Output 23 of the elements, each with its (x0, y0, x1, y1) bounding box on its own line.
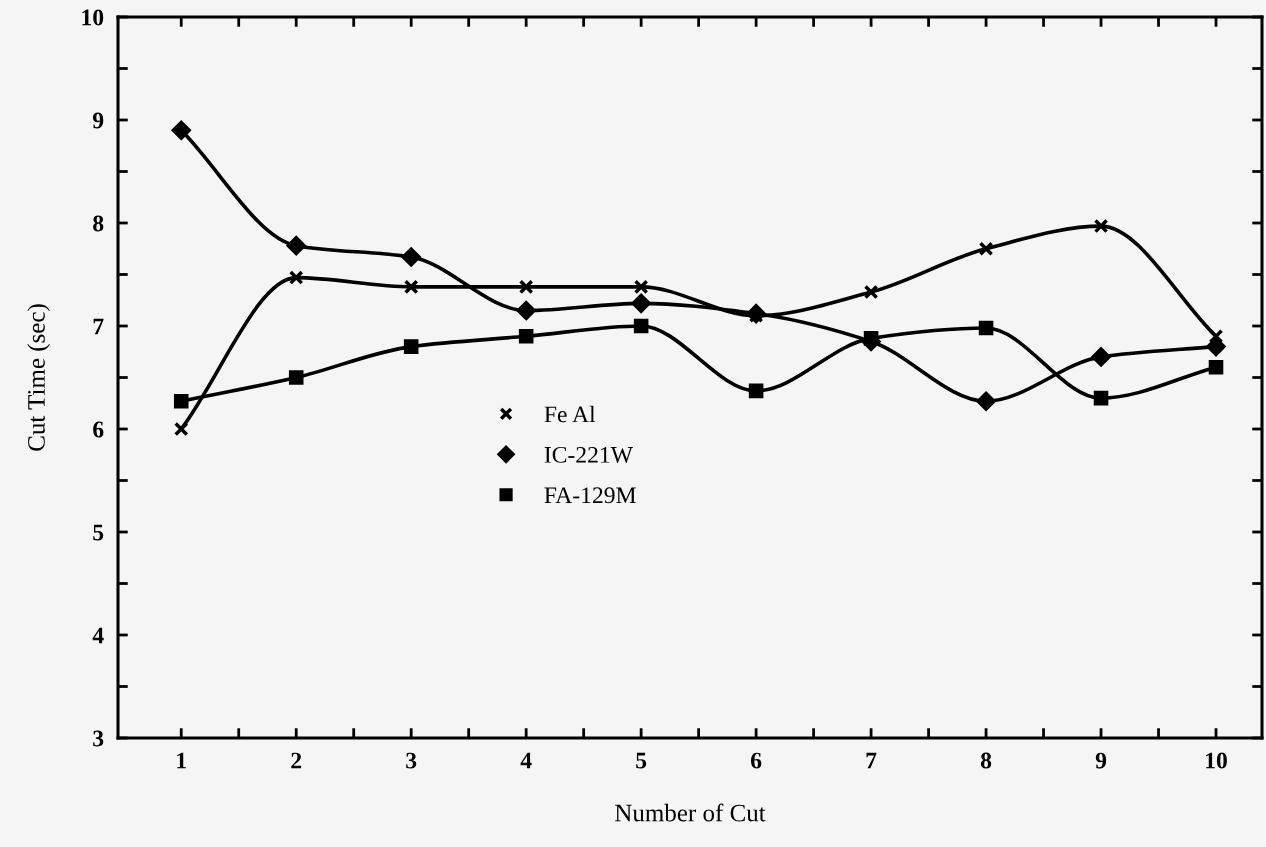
x-tick-label: 7 (866, 752, 877, 769)
y-tick-label: 3 (93, 730, 104, 747)
y-tick-label: 9 (92, 112, 104, 129)
legend-label: Fe Al (544, 405, 596, 423)
x-tick-label: 5 (636, 752, 647, 769)
y-axis-title: Cut Time (sec) (27, 304, 50, 451)
legend-label: FA-129M (544, 487, 636, 504)
x-tick-label: 8 (980, 752, 992, 769)
x-tick-label: 1 (177, 752, 186, 769)
x-tick-label: 3 (406, 752, 417, 769)
x-tick-label: 2 (291, 752, 302, 769)
x-tick-label: 6 (751, 752, 762, 769)
y-tick-label: 4 (92, 627, 104, 644)
y-tick-label: 6 (93, 421, 104, 438)
y-tick-label: 8 (93, 215, 104, 232)
y-tick-label: 10 (82, 9, 104, 26)
x-tick-label: 4 (520, 752, 532, 769)
y-tick-label: 7 (93, 318, 104, 335)
x-axis-title: Number of Cut (615, 803, 766, 822)
x-tick-label: 9 (1095, 752, 1107, 769)
legend-label: IC-221W (544, 446, 633, 463)
y-tick-label: 5 (93, 524, 104, 541)
x-tick-label: 10 (1206, 752, 1227, 769)
